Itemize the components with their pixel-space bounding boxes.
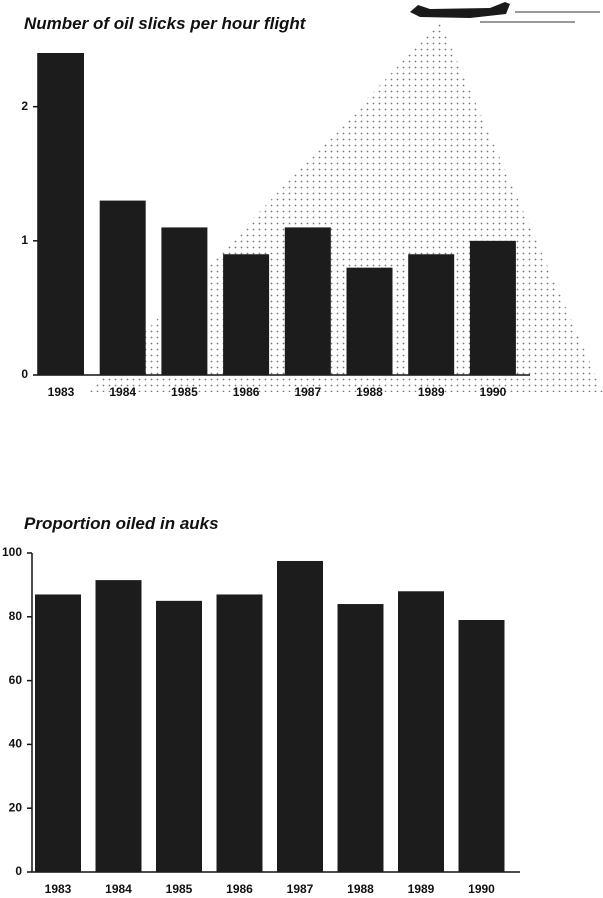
x-tick-label: 1989	[408, 882, 435, 896]
bar	[156, 600, 202, 872]
aircraft-icon	[410, 2, 600, 23]
x-tick-label: 1986	[233, 385, 260, 399]
x-tick-label: 1987	[294, 385, 321, 399]
bar	[284, 227, 331, 375]
chart-title: Number of oil slicks per hour flight	[24, 14, 307, 33]
y-tick-label: 20	[9, 800, 23, 814]
x-tick-label: 1983	[45, 882, 72, 896]
bar	[161, 227, 208, 375]
y-tick-label: 40	[9, 737, 23, 751]
x-tick-label: 1985	[171, 385, 198, 399]
bar	[346, 267, 393, 375]
x-tick-label: 1989	[418, 385, 445, 399]
x-tick-label: 1985	[166, 882, 193, 896]
bar	[398, 591, 444, 872]
x-tick-label: 1990	[468, 882, 495, 896]
y-tick-label: 80	[9, 609, 23, 623]
x-tick-label: 1988	[347, 882, 374, 896]
chart-title: Proportion oiled in auks	[24, 514, 219, 533]
x-tick-label: 1986	[226, 882, 253, 896]
bar	[337, 604, 384, 872]
x-tick-label: 1987	[287, 882, 314, 896]
bar	[99, 200, 146, 375]
bar	[469, 240, 516, 375]
y-tick-label: 60	[9, 673, 23, 687]
x-tick-label: 1984	[105, 882, 132, 896]
bar	[408, 254, 455, 375]
bar	[458, 619, 505, 872]
x-tick-label: 1984	[109, 385, 136, 399]
x-tick-label: 1988	[356, 385, 383, 399]
y-tick-label: 0	[15, 864, 22, 878]
bar	[95, 580, 142, 872]
y-tick-label: 1	[21, 233, 28, 247]
bar	[223, 254, 270, 375]
y-tick-label: 2	[21, 99, 28, 113]
bar	[277, 560, 323, 872]
bar	[35, 594, 81, 872]
x-tick-label: 1983	[48, 385, 75, 399]
x-tick-label: 1990	[480, 385, 507, 399]
bar	[38, 53, 84, 375]
bar	[216, 594, 263, 872]
y-tick-label: 0	[21, 367, 28, 381]
y-tick-label: 100	[2, 545, 22, 559]
